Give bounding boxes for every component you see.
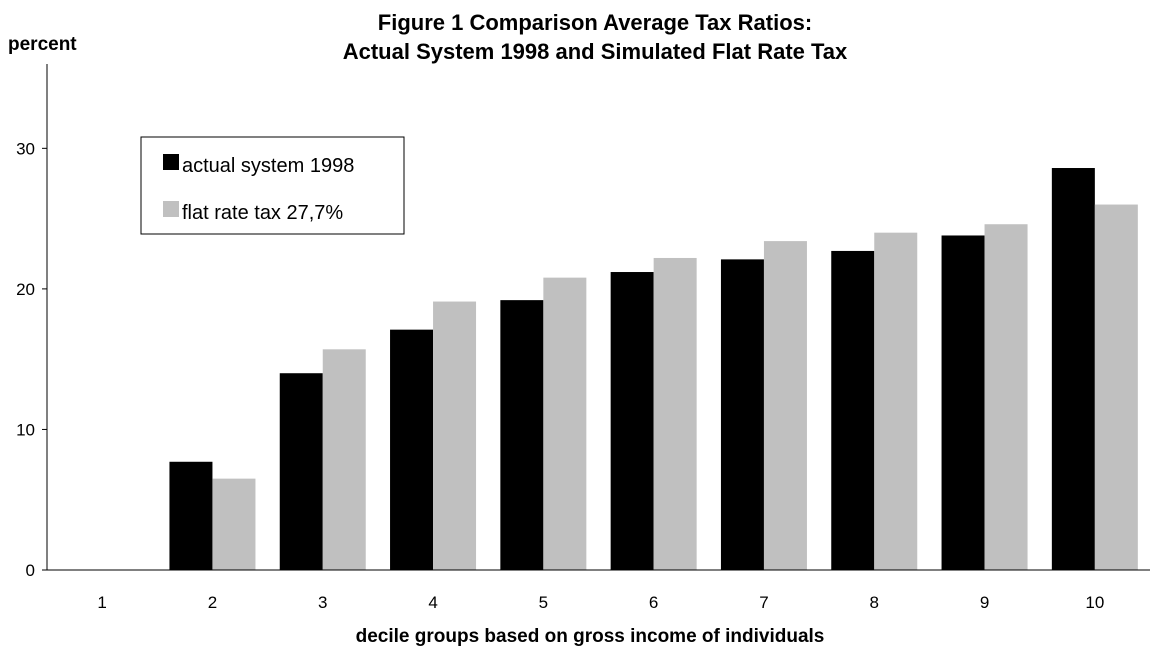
bars-group (169, 168, 1138, 571)
x-tick-label-10: 10 (1085, 593, 1104, 612)
x-tick-label-2: 2 (208, 593, 217, 612)
y-ticks-group: 0 10 20 30 (16, 139, 47, 580)
bar-flat-10 (1094, 204, 1138, 571)
legend-swatch-actual (163, 154, 179, 170)
x-tick-label-7: 7 (759, 593, 768, 612)
legend-label-flat: flat rate tax 27,7% (182, 202, 343, 224)
x-tick-label-9: 9 (980, 593, 989, 612)
bar-actual-6 (610, 272, 654, 570)
legend-swatch-flat (163, 201, 179, 217)
bar-actual-9 (941, 235, 985, 570)
bar-actual-2 (169, 461, 213, 570)
bar-actual-5 (500, 300, 544, 570)
x-tick-label-4: 4 (428, 593, 437, 612)
bar-actual-10 (1051, 168, 1095, 570)
bar-flat-3 (322, 349, 366, 570)
x-tick-label-5: 5 (539, 593, 548, 612)
legend-label-actual: actual system 1998 (182, 155, 354, 177)
y-tick-label-10: 10 (16, 420, 35, 439)
x-tick-label-8: 8 (870, 593, 879, 612)
x-axis-title: decile groups based on gross income of i… (356, 626, 825, 647)
y-tick-label-30: 30 (16, 139, 35, 158)
bar-actual-4 (390, 329, 434, 570)
chart-title-line1: Figure 1 Comparison Average Tax Ratios: (378, 10, 812, 35)
x-tick-label-3: 3 (318, 593, 327, 612)
y-axis-title: percent (8, 34, 77, 55)
bar-flat-7 (763, 241, 807, 570)
bar-actual-7 (720, 259, 764, 570)
bar-flat-9 (984, 224, 1028, 570)
chart-title-line2: Actual System 1998 and Simulated Flat Ra… (343, 39, 848, 64)
legend: actual system 1998 flat rate tax 27,7% (140, 136, 405, 235)
bar-actual-8 (831, 250, 875, 570)
x-tick-label-6: 6 (649, 593, 658, 612)
x-ticks-group: 1 2 3 4 5 6 7 8 9 10 (97, 593, 1104, 612)
bar-flat-5 (543, 277, 587, 570)
bar-flat-8 (874, 232, 918, 570)
bar-flat-6 (653, 257, 697, 570)
x-tick-label-1: 1 (97, 593, 106, 612)
y-tick-label-0: 0 (26, 561, 35, 580)
bar-flat-4 (433, 301, 477, 570)
legend-box (140, 136, 405, 235)
bar-actual-3 (279, 373, 323, 570)
bar-flat-2 (212, 478, 256, 570)
y-tick-label-20: 20 (16, 280, 35, 299)
